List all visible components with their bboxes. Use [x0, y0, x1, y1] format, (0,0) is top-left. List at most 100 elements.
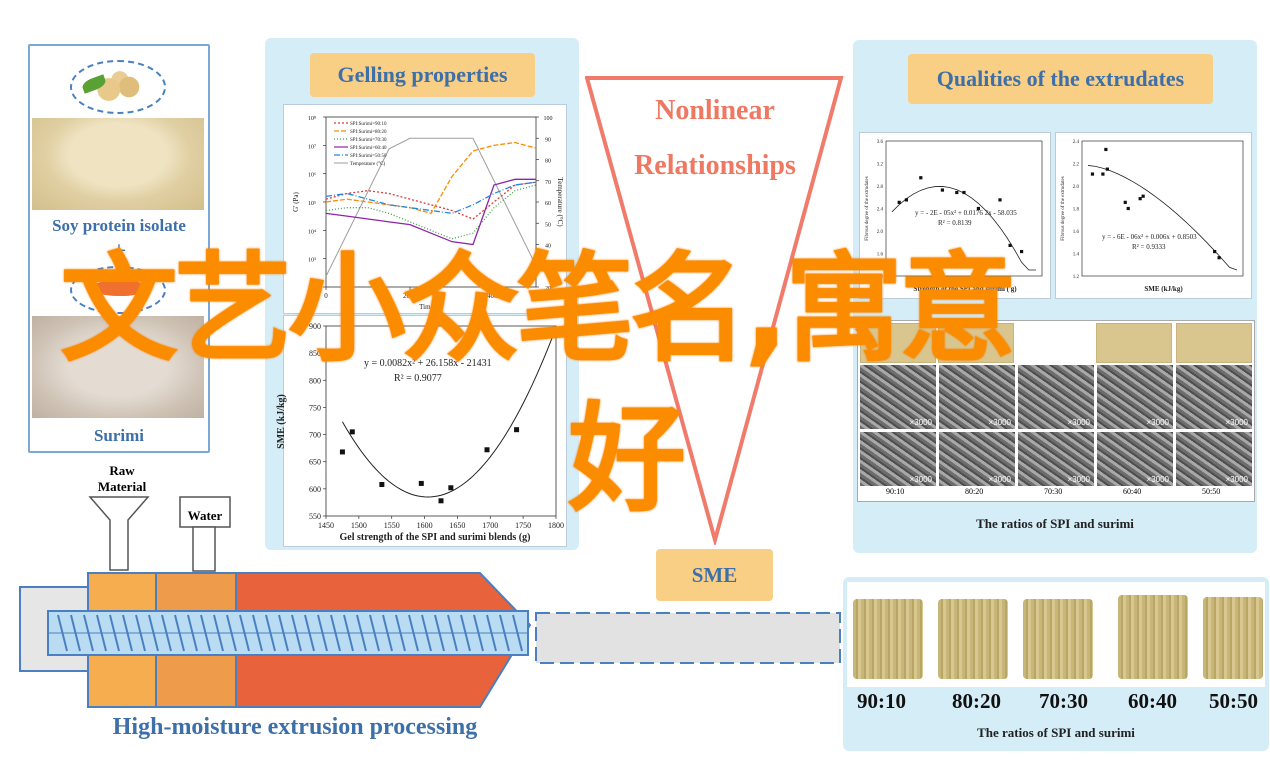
extrudate-sample [1203, 597, 1263, 679]
y-tick-label: 10⁴ [308, 229, 316, 235]
fibrous-sme-chart: 1.2 1.4 1.6 1.8 2.0 2.2 2.4 Fibrous degree of t… [1055, 132, 1252, 299]
extrudate-tile [1096, 323, 1172, 363]
y-right-tick-label: 70 [545, 180, 551, 186]
samples-caption: The ratios of SPI and surimi [977, 725, 1135, 740]
y-right-axis-label: Temperature (°C) [556, 177, 564, 227]
legend-label: SPI:Surimi=90:10 [350, 122, 387, 127]
y-tick-label: 2.4 [1073, 140, 1080, 145]
data-point [1020, 249, 1024, 254]
y-tick-label: 3.6 [877, 140, 884, 145]
data-point [955, 190, 959, 195]
sem-image: ×3000 [939, 432, 1015, 486]
x-tick-label: 4000 [487, 292, 502, 300]
sample-ratio-label: 80:20 [952, 689, 1001, 713]
x-tick-label: 1700 [482, 521, 498, 530]
legend-label: Temperature (°C) [350, 162, 385, 167]
sme-r2: R² = 0.9077 [394, 373, 442, 384]
sample-ratio-label: 60:40 [1128, 689, 1177, 713]
sem-ratio-label: 60:40 [1123, 487, 1142, 496]
data-point [1105, 167, 1109, 171]
x-tick-label: 1600 [417, 521, 433, 530]
y-axis-label: Fibrous degree of the extrudates [865, 176, 870, 240]
legend-label: SPI:Surimi=50:50 [350, 154, 387, 159]
sme-xlabel: Gel strength of the SPI and surimi blend… [339, 532, 531, 543]
sme-label-box: SME [656, 549, 773, 601]
magnification-label: ×3000 [1225, 475, 1248, 484]
magnification-label: ×3000 [988, 418, 1011, 427]
y-tick-label: 2.2 [1073, 163, 1080, 168]
y-tick-label: 2.4 [877, 208, 884, 213]
fibrous-strength-chart: 1.2 1.6 2.0 2.4 2.8 3.2 3.6 Fibrous degree of t… [859, 132, 1051, 299]
surimi-label: Surimi [93, 426, 145, 445]
y-tick-label: 550 [309, 512, 321, 521]
data-point [1126, 206, 1130, 211]
series-line [325, 141, 537, 215]
sem-ratio-label: 90:10 [886, 487, 905, 496]
sem-ratio-label: 70:30 [1044, 487, 1063, 496]
magnification-label: ×3000 [1067, 475, 1090, 484]
rheology-chart: 10² 10³ 10⁴ 10⁵ 10⁶ 10⁷ 10⁸ 0 2000 4000 20 30 40 50 60… [283, 104, 567, 314]
y-tick-label: 1.8 [1073, 208, 1080, 213]
sem-image: ×3000 [1018, 432, 1094, 486]
y-right-tick-label: 100 [544, 116, 553, 122]
y-tick-label: 2.8 [877, 185, 884, 190]
y-axis-label: Fibrous degree of the extrudates [1061, 176, 1066, 240]
sem-image: ×3000 [1176, 365, 1252, 429]
y-right-tick-label: 40 [545, 244, 551, 250]
data-point [418, 480, 424, 486]
fibrous-strength-svg: 1.2 1.6 2.0 2.4 2.8 3.2 3.6 Fibrous degree of t… [865, 140, 1043, 280]
surimi-image [32, 316, 204, 418]
sem-image: ×3000 [860, 432, 936, 486]
plot-frame [1081, 140, 1244, 277]
samples-panel: 90:10 80:20 70:30 60:40 50:50 The ratios… [843, 577, 1269, 751]
data-point [1104, 147, 1108, 152]
plus-sign: + [111, 236, 127, 265]
extrudate-tile [1176, 323, 1252, 363]
cooling-die [535, 612, 841, 664]
sample-ratio-label: 70:30 [1039, 689, 1088, 713]
magnification-label: ×3000 [1146, 418, 1169, 427]
y-tick-label: 10⁵ [308, 201, 316, 207]
screw-flights [48, 614, 528, 652]
sem-image: ×3000 [1176, 432, 1252, 486]
x-tick-label: 1450 [318, 521, 334, 530]
qualities-panel: Qualities of the extrudates 1.2 1.6 2.0 2.4… [853, 40, 1257, 553]
y-tick-label: 1.4 [1073, 253, 1080, 258]
y-tick-label: 700 [309, 431, 321, 440]
extrudate-tile [860, 323, 936, 363]
y-tick-label: 750 [309, 403, 321, 412]
sme-ylabel: SME (kJ/kg) [275, 394, 287, 449]
soy-label: Soy protein isolate [52, 216, 186, 235]
y-tick-label: 1.6 [1073, 230, 1080, 235]
data-point [919, 176, 923, 180]
plot-frame [885, 140, 1043, 277]
data-point [1090, 172, 1095, 176]
data-point [1141, 194, 1145, 198]
y-tick-label: 10⁷ [308, 144, 316, 150]
magnification-label: ×3000 [1225, 418, 1248, 427]
gelling-panel: Gelling properties 10² 10³ 10⁴ 10⁵ 10⁶ 10⁷ 10⁸… [265, 38, 579, 550]
materials-panel: Soy protein isolate + Surimi [28, 44, 210, 453]
x-tick-label: 1500 [351, 521, 367, 530]
y-axis-label: G' (Pa) [292, 191, 300, 211]
legend-label: SPI:Surimi=60:40 [350, 146, 387, 151]
nonlinear-line2: Relationships [634, 150, 796, 181]
raw-material-hopper [88, 496, 150, 571]
y-tick-label: 1.2 [1073, 275, 1080, 280]
q-left-equation: y = - 2E - 05x² + 0.0176 2x - 58.035 [915, 209, 1017, 217]
data-point [339, 449, 345, 455]
q-left-xlabel: Strength of the SPI and surimi ( g) [913, 285, 1017, 293]
extrudate-sample [1023, 599, 1093, 679]
data-point [976, 206, 980, 211]
data-point [379, 482, 385, 488]
sem-ratio-label: 50:50 [1202, 487, 1221, 496]
soy-powder-image [32, 118, 204, 210]
raw-material-label: Raw Material [97, 463, 147, 494]
data-point [1138, 197, 1142, 201]
sample-ratio-label: 90:10 [857, 689, 906, 713]
extrudate-sample [853, 599, 923, 679]
sem-image: ×3000 [860, 365, 936, 429]
data-point [1101, 172, 1105, 176]
extrudate-tile [938, 323, 1014, 363]
water-pipe [192, 526, 216, 572]
